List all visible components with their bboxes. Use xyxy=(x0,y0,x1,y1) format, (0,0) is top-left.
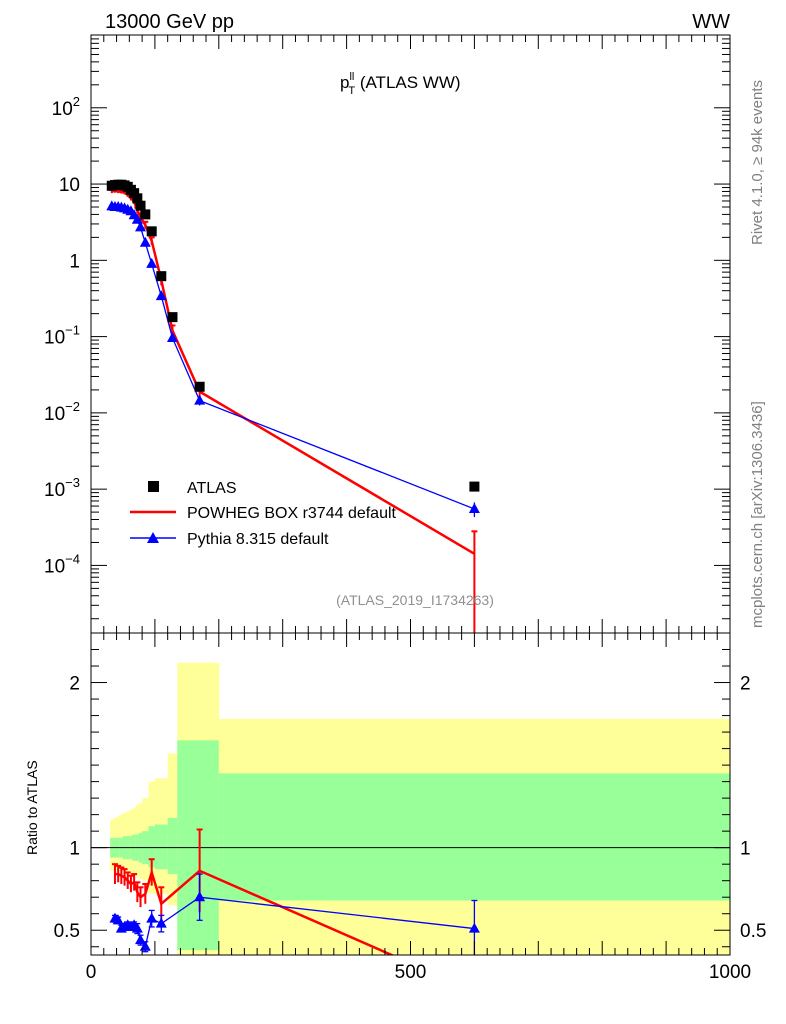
main-plot: pll T (ATLAS WW) (ATLAS_2019_I1734263) 10… xyxy=(44,34,731,634)
pythia-ratio-point xyxy=(194,891,206,902)
process-label: WW xyxy=(692,11,730,33)
powheg-ratio-line xyxy=(114,868,395,955)
pythia-ratio-point xyxy=(131,922,143,933)
pythia-point xyxy=(155,290,167,301)
pythia-series-line xyxy=(111,205,475,510)
uncertainty-band-inner xyxy=(167,817,178,875)
plot-title-sub: T xyxy=(348,85,355,97)
pythia-ratio-point xyxy=(146,912,158,923)
ratio-y-tick-label-right: 0.5 xyxy=(740,921,766,942)
pythia-point xyxy=(468,502,480,513)
uncertainty-band-inner xyxy=(154,824,169,870)
ratio-y-axis-label: Ratio to ATLAS xyxy=(24,760,40,855)
atlas-point xyxy=(129,188,140,199)
legend-pythia-label: Pythia 8.315 default xyxy=(187,531,329,548)
y-tick-label: 10−1 xyxy=(44,323,80,349)
y-tick-label: 10−2 xyxy=(44,399,80,425)
ratio-y-tick-label-right: 2 xyxy=(740,674,751,695)
y-tick-label: 10−4 xyxy=(44,551,80,577)
ratio-series xyxy=(109,828,480,955)
energy-label: 13000 GeV pp xyxy=(105,11,234,33)
x-tick-label: 500 xyxy=(395,962,427,983)
main-y-tick-labels: 10−4 10−3 10−2 10−1 1 10 102 xyxy=(44,94,80,578)
mcplots-label: mcplots.cern.ch [arXiv:1306.3436] xyxy=(749,401,766,628)
analysis-watermark: (ATLAS_2019_I1734263) xyxy=(336,592,494,608)
ratio-y-tick-labels: 0.5 0.5 1 1 2 2 xyxy=(54,674,767,943)
pythia-point xyxy=(194,394,206,405)
ratio-y-tick-label-left: 1 xyxy=(69,839,80,860)
atlas-point xyxy=(194,381,205,392)
legend-atlas-marker xyxy=(148,481,159,492)
ratio-plot: Ratio to ATLAS 0.5 0.5 1 1 2 2 0 500 1000 xyxy=(24,632,767,983)
rivet-label: Rivet 4.1.0, ≥ 94k events xyxy=(749,80,766,245)
powheg-series-line xyxy=(111,189,476,555)
atlas-point xyxy=(469,481,480,492)
main-axis-ticks xyxy=(90,34,731,633)
ratio-plot-frame xyxy=(90,632,731,956)
x-tick-label: 1000 xyxy=(709,962,751,983)
atlas-point xyxy=(132,193,143,204)
main-plot-data xyxy=(106,179,480,633)
x-tick-labels: 0 500 1000 xyxy=(86,962,751,983)
pythia-point xyxy=(146,257,158,268)
ratio-y-tick-label-left: 2 xyxy=(69,674,80,695)
legend-pythia-marker xyxy=(147,532,159,543)
pythia-ratio-point xyxy=(155,917,167,928)
pythia-point xyxy=(131,213,143,224)
atlas-point xyxy=(135,200,146,211)
x-tick-label: 0 xyxy=(86,962,97,983)
legend-atlas-label: ATLAS xyxy=(187,480,237,497)
y-tick-label: 102 xyxy=(52,94,80,120)
atlas-point xyxy=(146,226,157,237)
plot-title-sup: ll xyxy=(349,71,354,83)
ratio-y-tick-label-left: 0.5 xyxy=(54,921,80,942)
y-tick-label: 10 xyxy=(59,175,80,196)
legend: ATLAS POWHEG BOX r3744 default Pythia 8.… xyxy=(130,480,397,548)
uncertainty-band-inner xyxy=(177,740,220,951)
pythia-point xyxy=(166,331,178,342)
y-tick-label: 10−3 xyxy=(44,475,80,501)
plot-title-suffix: (ATLAS WW) xyxy=(355,73,460,92)
ratio-plot-data xyxy=(91,662,731,955)
uncertainty-band-inner xyxy=(148,826,156,868)
ratio-y-tick-label-right: 1 xyxy=(740,839,751,860)
pythia-point xyxy=(139,236,151,247)
pythia-point xyxy=(135,221,147,232)
atlas-point xyxy=(156,271,167,282)
pythia-ratio-point xyxy=(468,922,480,933)
plot-title: pll T (ATLAS WW) xyxy=(340,71,461,97)
pythia-ratio-point xyxy=(112,914,124,925)
y-tick-label: 1 xyxy=(69,251,80,272)
atlas-point xyxy=(140,209,151,220)
plot-title-base: p xyxy=(340,73,349,92)
legend-powheg-label: POWHEG BOX r3744 default xyxy=(187,505,397,522)
atlas-point xyxy=(167,312,178,323)
uncertainty-band-inner xyxy=(218,773,731,901)
